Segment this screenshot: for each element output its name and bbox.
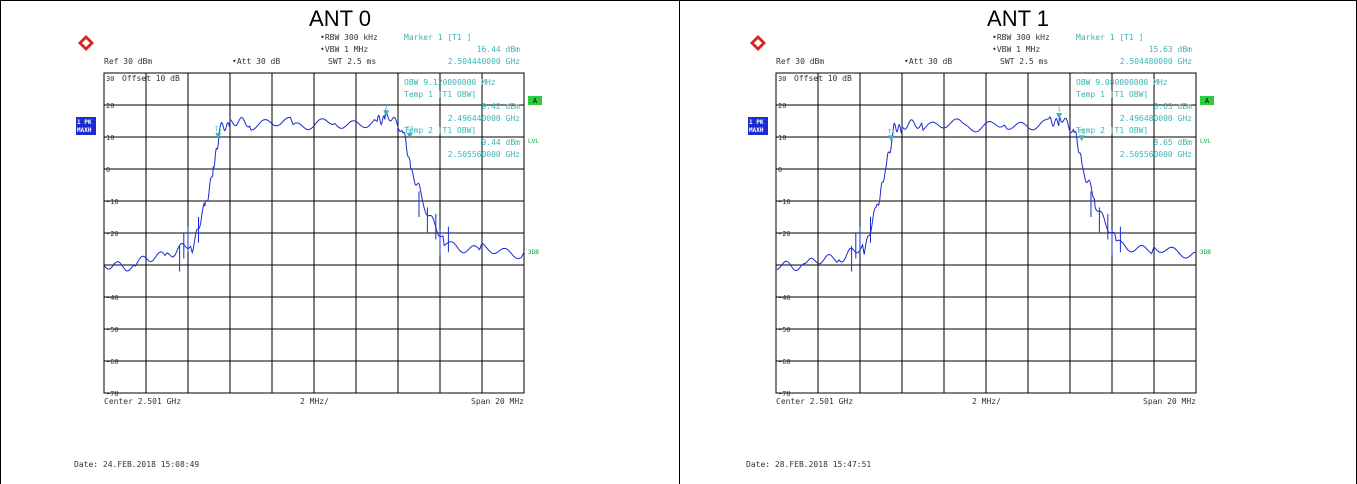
obw-label: OBW 9.080000000 MHz (1076, 78, 1168, 87)
badge-a: A (1205, 97, 1210, 105)
center-freq: Center 2.501 GHz (776, 397, 853, 406)
marker-level: 15.63 dBm (1149, 45, 1193, 54)
three-db-label: 3DB (528, 249, 539, 256)
marker-2-icon (215, 132, 222, 139)
temp1-freq: 2.496440000 GHz (448, 114, 520, 123)
temp1-label: Temp 1 [T1 OBW] (404, 90, 476, 99)
swt-label: SWT 2.5 ms (328, 57, 376, 66)
y-tick-label: 0 (778, 166, 782, 174)
trace-label-1: 1 PK (749, 119, 764, 126)
ref-level: Ref 30 dBm (776, 57, 824, 66)
lvl-label: LVL (1200, 138, 1211, 145)
div-label: 2 MHz/ (300, 397, 329, 406)
y-tick-label: 10 (778, 134, 786, 142)
date-label: Date: 28.FEB.2018 15:47:51 (746, 460, 871, 469)
badge-a-box (528, 96, 542, 105)
marker-title: Marker 1 [T1 ] (1076, 33, 1143, 42)
attenuation: •Att 30 dB (232, 57, 280, 66)
y-tick-label: 30 (778, 75, 786, 83)
y-tick-label: 20 (106, 102, 114, 110)
rbw-label: •RBW 300 kHz (992, 33, 1050, 42)
marker-level: 16.44 dBm (477, 45, 521, 54)
spectrum-trace (776, 115, 1197, 272)
three-db-label: 3DB (1200, 249, 1211, 256)
trace-label-2: MAXH (749, 127, 764, 134)
y-tick-label: -70 (778, 390, 791, 398)
y-tick-label: -60 (106, 358, 119, 366)
ant0-header: ANT 0 (0, 0, 680, 34)
ant1-header: ANT 1 (679, 0, 1357, 34)
marker-label: T1 (215, 126, 223, 133)
span-label: Span 20 MHz (471, 397, 524, 406)
vbw-label: •VBW 1 MHz (320, 45, 368, 54)
y-tick-label: -10 (106, 198, 119, 206)
marker-1-icon (383, 110, 390, 117)
rs-logo-icon (78, 35, 94, 51)
offset-label: Offset 10 dB (122, 74, 180, 83)
span-label: Span 20 MHz (1143, 397, 1196, 406)
y-tick-label: -20 (778, 230, 791, 238)
y-tick-label: -40 (106, 294, 119, 302)
y-tick-label: 20 (778, 102, 786, 110)
vbw-label: •VBW 1 MHz (992, 45, 1040, 54)
attenuation: •Att 30 dB (904, 57, 952, 66)
spectrum-panel-ant1: Ref 30 dBm •Att 30 dB •RBW 300 kHz •VBW 1 M… (746, 33, 1214, 469)
y-tick-label: 10 (106, 134, 114, 142)
temp2-label: Temp 2 [T1 OBW] (404, 126, 476, 135)
y-tick-label: -50 (778, 326, 791, 334)
marker-title: Marker 1 [T1 ] (404, 33, 471, 42)
y-tick-label: 30 (106, 75, 114, 83)
y-tick-label: -20 (106, 230, 119, 238)
temp1-level: 8.63 dBm (1153, 102, 1192, 111)
trace-label-box (76, 117, 96, 135)
marker-3-icon (406, 132, 413, 139)
temp2-label: Temp 2 [T1 OBW] (1076, 126, 1148, 135)
y-tick-label: -50 (106, 326, 119, 334)
marker-1-icon (1056, 112, 1063, 119)
temp2-freq: 2.505560000 GHz (1120, 150, 1192, 159)
y-tick-label: -60 (778, 358, 791, 366)
marker-label: 1 (1057, 106, 1061, 113)
badge-a-box (1200, 96, 1214, 105)
trace-label-box (748, 117, 768, 135)
y-tick-label: -40 (778, 294, 791, 302)
marker-2-icon (888, 135, 895, 142)
marker-label: T1 (887, 128, 895, 135)
y-tick-label: 0 (106, 166, 110, 174)
spectrum-trace (103, 109, 525, 272)
y-tick-label: -10 (778, 198, 791, 206)
date-label: Date: 24.FEB.2018 15:08:49 (74, 460, 199, 469)
temp1-label: Temp 1 [T1 OBW] (1076, 90, 1148, 99)
lvl-label: LVL (528, 138, 539, 145)
rbw-label: •RBW 300 kHz (320, 33, 378, 42)
rs-logo-icon (750, 35, 766, 51)
spectrum-panel-ant0: Ref 30 dBm •Att 30 dB •RBW 300 kHz •VBW 1 M… (74, 33, 542, 469)
marker-label: T2 (406, 126, 414, 133)
temp2-level: 9.44 dBm (481, 138, 520, 147)
trace-label-2: MAXH (77, 127, 92, 134)
obw-label: OBW 9.120000000 MHz (404, 78, 496, 87)
ref-level: Ref 30 dBm (104, 57, 152, 66)
marker-label: T2 (1078, 128, 1086, 135)
marker-3-icon (1078, 135, 1085, 142)
y-tick-label: -70 (106, 390, 119, 398)
marker-freq: 2.504440000 GHz (448, 57, 520, 66)
offset-label: Offset 10 dB (794, 74, 852, 83)
badge-a: A (533, 97, 538, 105)
center-freq: Center 2.501 GHz (104, 397, 181, 406)
temp1-freq: 2.496480000 GHz (1120, 114, 1192, 123)
temp2-level: 8.65 dBm (1153, 138, 1192, 147)
temp1-level: 9.42 dBm (481, 102, 520, 111)
div-label: 2 MHz/ (972, 397, 1001, 406)
swt-label: SWT 2.5 ms (1000, 57, 1048, 66)
trace-label-1: 1 PK (77, 119, 92, 126)
marker-freq: 2.504480000 GHz (1120, 57, 1192, 66)
marker-label: 1 (384, 103, 388, 110)
temp2-freq: 2.505560000 GHz (448, 150, 520, 159)
